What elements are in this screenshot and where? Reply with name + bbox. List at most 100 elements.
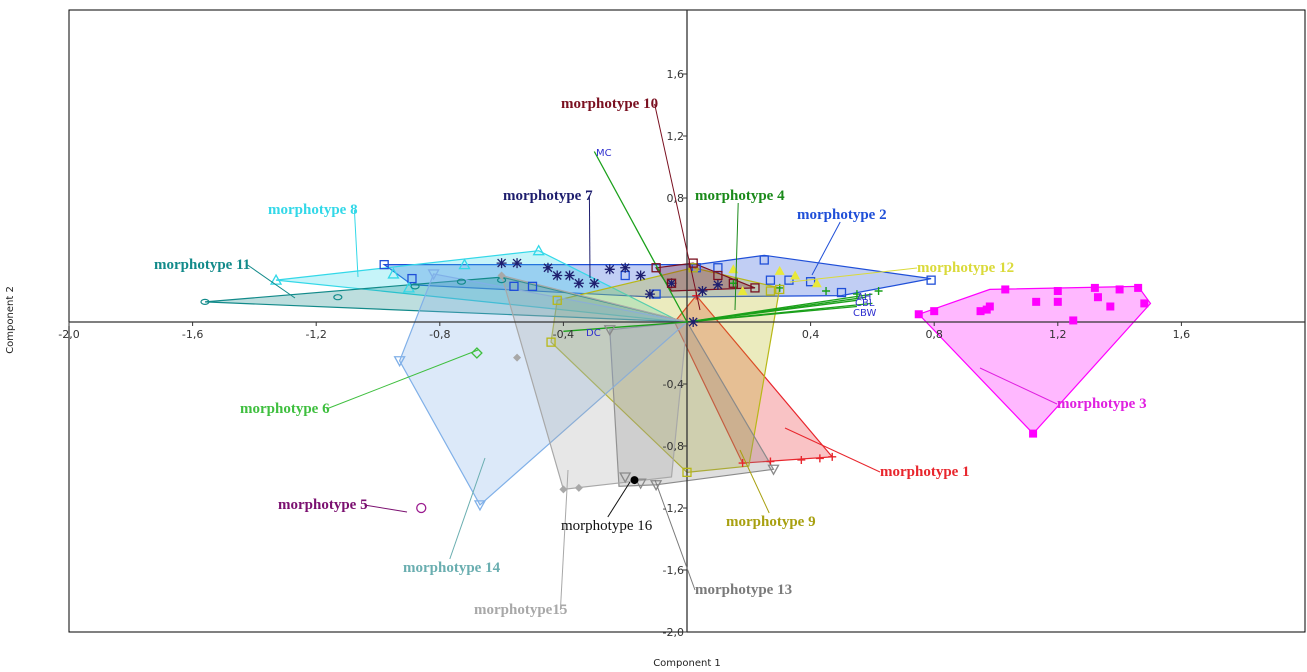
point-series-4 [416,502,427,514]
point-series-3 [852,290,861,299]
series-label: morphotype 2 [797,207,887,223]
label-leader-line [326,349,479,410]
hull-series-2 [917,285,1152,435]
point-series-14 [559,485,568,494]
point-series-8 [546,337,556,347]
label-leader-line [607,481,631,518]
y-tick-label: 1,6 [667,68,685,81]
vector-layer [563,151,873,332]
point-series-14 [513,353,522,362]
point-series-1 [509,281,519,292]
point-series-2 [1053,297,1062,306]
point-series-6 [697,286,708,296]
point-series-10 [200,298,210,305]
point-series-9 [728,278,738,288]
series-label: morphotype 16 [561,518,653,534]
point-series-6 [589,278,600,289]
point-series-12 [619,472,632,484]
y-tick-label: 1,2 [667,130,685,143]
point-series-1 [765,275,776,285]
x-tick-label: -0,8 [429,328,450,341]
point-series-8 [552,295,562,305]
point-series-6 [688,317,699,327]
variable-label: MC [596,148,612,159]
label-leader-line [364,504,408,513]
loading-vector [686,302,873,323]
x-tick-label: -1,6 [182,328,203,341]
point-series-6 [604,264,615,275]
loading-vector [686,293,873,323]
point-series-9 [750,283,760,293]
point-series-2 [1090,283,1099,292]
label-leader-line [247,264,296,299]
point-series-1 [407,273,417,284]
series-label: morphotype15 [474,602,567,618]
point-series-0 [766,457,775,466]
point-series-2 [930,307,939,316]
point-series-6 [635,270,646,281]
series-label: morphotype 11 [154,257,250,273]
point-series-13 [473,500,487,512]
x-tick-label: -0,4 [553,328,574,341]
point-series-2 [985,302,994,311]
point-series-7 [532,244,545,256]
hull-series-14 [500,274,688,491]
y-tick-label: -0,4 [663,378,684,391]
label-leader-line [353,209,359,278]
y-tick-label: -0,8 [663,440,684,453]
series-label: morphotype 13 [695,582,792,598]
point-series-6 [666,278,677,289]
variable-label: CBW [853,308,876,319]
point-series-2 [1115,285,1124,294]
point-series-2 [1001,285,1010,294]
point-series-10 [333,294,343,301]
point-series-2 [976,307,985,316]
label-leader-line [784,427,881,473]
series-label: morphotype 10 [561,96,658,112]
point-series-6 [620,262,631,273]
x-tick-label: 0,4 [802,328,820,341]
point-series-2 [914,310,923,319]
point-series-6 [542,262,553,273]
point-series-12 [767,464,780,476]
point-series-7 [458,258,471,270]
variable-label: DC [586,328,601,339]
point-series-1 [836,287,847,298]
point-series-10 [456,278,467,285]
x-tick-label: 1,6 [1173,328,1191,341]
y-axis-title: Component 2 [5,286,16,354]
x-tick-label: 1,2 [1049,328,1067,341]
point-series-2 [1106,302,1115,311]
point-series-3 [874,287,883,295]
point-series-6 [564,270,575,281]
point-series-0 [828,452,837,461]
point-series-6 [644,289,655,300]
label-leader-line [559,469,569,611]
point-series-12 [634,478,647,490]
label-leader-line [588,195,591,279]
series-label: morphotype 8 [268,202,358,218]
x-axis-title: Component 1 [653,658,721,669]
point-series-9 [651,263,661,273]
loading-vector [593,151,688,323]
series-label: morphotype 3 [1057,396,1147,412]
point-series-6 [573,278,584,289]
series-label: morphotype 6 [240,401,330,417]
point-series-7 [387,267,400,279]
point-series-6 [712,279,723,290]
point-series-13 [427,269,440,281]
tick-layer: -2,0 -1,6 -1,2 -0,8 -0,4 0,4 0,8 1,2 1,6 1,6 1,2 0,… [58,68,1190,639]
point-series-2 [1053,287,1062,295]
y-tick-label: -1,6 [663,564,684,577]
hull-series-7 [275,250,682,323]
label-layer: morphotype 1 morphotype 2 morphotype 3 morp… [154,96,1147,618]
series-label: morphotype 9 [726,514,816,530]
point-series-12 [603,325,616,337]
point-series-3 [822,287,831,295]
point-series-9 [666,278,677,288]
point-series-14 [574,483,583,492]
point-series-11 [774,265,785,275]
point-series-8 [765,286,776,296]
series-label: morphotype 4 [695,188,785,204]
